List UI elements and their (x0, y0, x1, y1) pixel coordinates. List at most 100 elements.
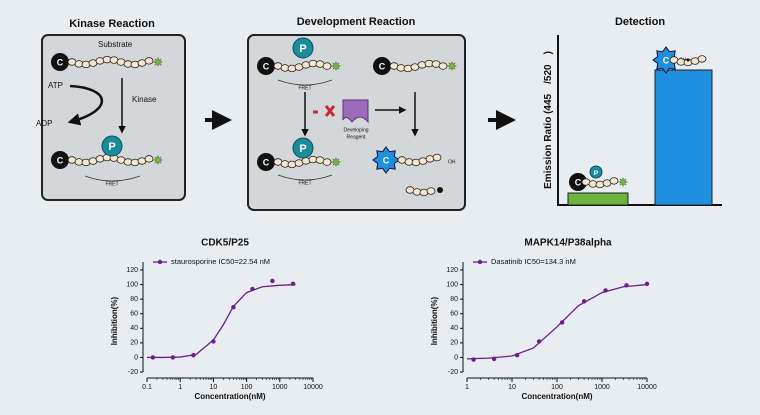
label: Developing (343, 127, 368, 133)
y-axis-label: Inhibition(%) (110, 296, 119, 345)
x-axis-label: Concentration(nM) (521, 392, 592, 401)
label-part: ) (543, 51, 554, 54)
fluor (51, 53, 69, 71)
x-tick-label: 0.1 (142, 384, 152, 391)
panel-title: Detection (615, 16, 665, 28)
bead (432, 153, 442, 162)
fret-arc (84, 175, 141, 182)
y-tick-label: 60 (130, 311, 138, 318)
data-point (270, 278, 275, 284)
x-axis-label: Concentration(nM) (194, 392, 265, 401)
x-tick-label: 10000 (637, 384, 657, 391)
fit-curve (147, 283, 296, 359)
fluor (686, 58, 690, 62)
y-tick-label: 20 (130, 340, 138, 347)
label-part: Emission Ratio (445 (543, 93, 554, 188)
x-tick-label: 1 (178, 384, 182, 391)
y-tick-label: 80 (130, 296, 138, 303)
label: ATP (48, 81, 63, 90)
legend-marker (477, 259, 483, 265)
x-tick-label: 10000 (303, 384, 323, 391)
bead (322, 62, 332, 70)
fluor-label: C (663, 55, 670, 65)
x-tick-label: 1000 (272, 384, 288, 391)
bead (144, 155, 154, 163)
quencher (152, 56, 164, 68)
y-axis-label: Emission Ratio (445/520) (543, 51, 554, 189)
quencher (330, 60, 342, 72)
fluor-label: C (263, 61, 270, 71)
fluor (569, 173, 587, 191)
fluor (257, 57, 275, 75)
fluor-label: C (383, 155, 390, 165)
y-tick-label: 40 (450, 325, 458, 332)
fit-curve (466, 283, 648, 360)
label: OH (448, 159, 456, 165)
fluor (379, 153, 393, 167)
y-tick-label: 120 (126, 267, 138, 274)
legend-marker (157, 259, 163, 265)
y-tick-label: 100 (126, 281, 138, 288)
panel-title: Development Reaction (297, 16, 416, 28)
fluor (659, 53, 673, 67)
y-tick-label: 0 (134, 354, 138, 361)
quencher (152, 154, 164, 166)
label: Substrate (98, 40, 133, 49)
x-tick-label: 10 (210, 384, 218, 391)
chart-title: MAPK14/P38alpha (524, 238, 612, 249)
y-tick-label: 80 (450, 296, 458, 303)
phosphate (101, 135, 123, 157)
y-axis-label: Inhibition(%) (430, 296, 439, 345)
y-tick-label: 100 (446, 281, 458, 288)
fret-arc (277, 79, 333, 86)
development-panel (247, 34, 466, 211)
bead (609, 177, 619, 185)
y-tick-label: 40 (130, 325, 138, 332)
phosphate-label: P (299, 43, 306, 55)
phosphate-label: P (108, 141, 115, 153)
bead (322, 158, 332, 166)
arrow (67, 84, 104, 126)
fluor (373, 57, 391, 75)
bead (697, 55, 707, 63)
fret-arc (277, 174, 333, 181)
phosphate (589, 165, 603, 179)
bead (144, 57, 154, 65)
legend-label: Dasatinib IC50=134.3 nM (491, 257, 576, 266)
fluor-label: C (263, 157, 270, 167)
fret-label: FRET (105, 181, 118, 187)
phosphate (292, 137, 314, 159)
bar (654, 69, 713, 206)
quencher (330, 156, 342, 168)
label: Reagent (347, 134, 367, 140)
fluor-label: C (57, 155, 64, 165)
phosphate-label: P (594, 170, 599, 177)
x-tick-label: 10 (508, 384, 516, 391)
y-tick-label: 0 (454, 354, 458, 361)
block-mark (313, 105, 336, 117)
y-tick-label: 60 (450, 311, 458, 318)
x-tick-label: 100 (241, 384, 253, 391)
label: Kinase (132, 95, 157, 104)
fluor (51, 151, 69, 169)
fret-label: FRET (298, 180, 311, 186)
bead (438, 62, 448, 70)
label: ADP (36, 119, 52, 128)
fluor (257, 153, 275, 171)
chart-title: CDK5/P25 (201, 238, 249, 249)
data-point (644, 281, 650, 287)
fluor-label: C (57, 57, 64, 67)
phosphate (292, 37, 314, 59)
quencher (446, 60, 458, 72)
y-tick-label: -20 (128, 369, 138, 376)
quencher (617, 176, 629, 188)
fret-label: FRET (298, 85, 311, 91)
x-tick-label: 1000 (594, 384, 610, 391)
panel-title: Kinase Reaction (69, 18, 155, 30)
y-tick-label: 20 (450, 340, 458, 347)
fluor-label: C (379, 61, 386, 71)
x-tick-label: 100 (551, 384, 563, 391)
bead (426, 187, 436, 195)
quencher (437, 187, 443, 193)
